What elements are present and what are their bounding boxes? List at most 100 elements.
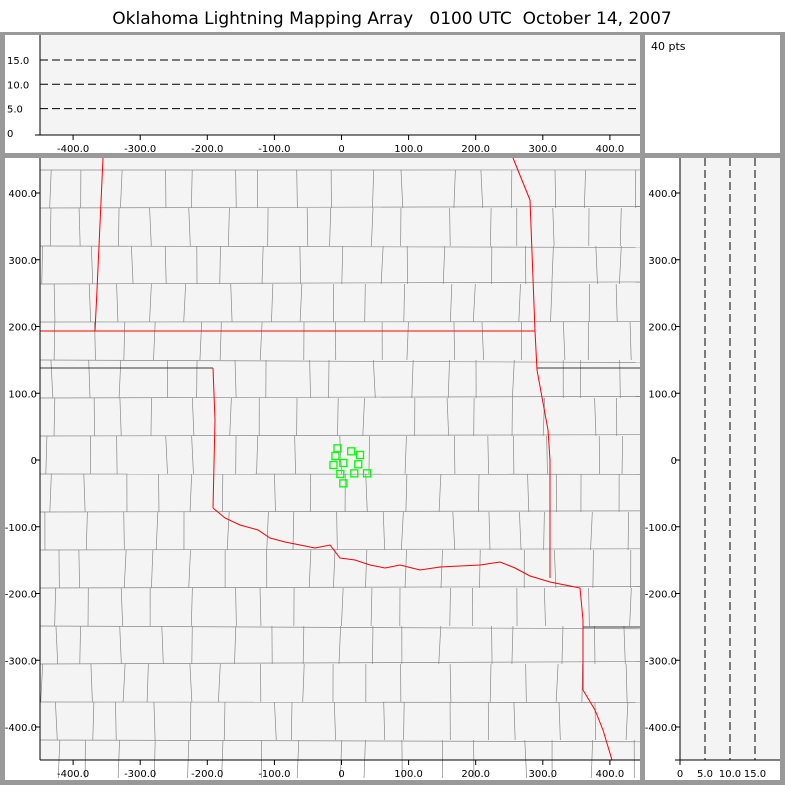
- county-line: [118, 359, 122, 399]
- top-x-tick-label: 200.0: [461, 144, 490, 155]
- county-line: [234, 625, 237, 665]
- county-line: [629, 587, 632, 627]
- county-line: [627, 511, 629, 551]
- county-line: [259, 321, 263, 361]
- county-line: [309, 359, 311, 399]
- county-line: [39, 206, 641, 209]
- county-line: [230, 283, 233, 323]
- county-line: [149, 207, 152, 247]
- county-line: [590, 739, 594, 779]
- county-line: [228, 207, 230, 247]
- right-y-tick-label: 400.0: [648, 189, 677, 200]
- county-line: [581, 663, 583, 703]
- county-line: [365, 473, 368, 513]
- county-line: [119, 397, 122, 437]
- county-line: [524, 739, 527, 779]
- county-line: [403, 701, 405, 741]
- county-line: [78, 549, 80, 589]
- title-bar: [0, 0, 785, 32]
- county-line: [302, 625, 305, 665]
- county-line: [39, 661, 641, 665]
- county-line: [619, 207, 622, 247]
- county-line: [120, 169, 123, 209]
- county-line: [625, 701, 629, 741]
- county-line: [50, 359, 54, 399]
- right-x-tick-label: 5.0: [697, 769, 713, 780]
- lightning-source-point: [347, 447, 356, 456]
- county-line: [191, 435, 194, 475]
- county-line: [189, 473, 193, 513]
- county-line: [558, 701, 561, 741]
- x-tick-label: -200.0: [191, 769, 223, 780]
- county-line: [339, 435, 342, 475]
- county-line: [480, 169, 484, 209]
- lightning-source-point: [350, 469, 359, 478]
- county-line: [449, 207, 451, 247]
- lightning-source-point: [333, 444, 342, 453]
- county-line: [219, 245, 221, 285]
- county-line: [401, 511, 404, 551]
- x-tick-label: 100.0: [394, 769, 423, 780]
- county-line: [442, 245, 446, 285]
- top-x-tick-label: -200.0: [191, 144, 223, 155]
- y-tick-label: 400.0: [8, 189, 37, 200]
- county-line: [151, 549, 154, 589]
- county-line: [512, 359, 515, 399]
- county-line: [542, 397, 545, 437]
- county-line: [49, 207, 52, 247]
- county-line: [39, 739, 641, 743]
- county-line: [380, 245, 384, 285]
- lightning-source-point: [355, 450, 365, 460]
- county-line: [45, 435, 48, 475]
- county-line: [447, 359, 450, 399]
- county-line: [328, 359, 330, 399]
- county-line: [221, 739, 224, 779]
- lightning-source-point: [362, 469, 372, 478]
- y-tick-label: -400.0: [5, 723, 37, 734]
- county-line: [519, 511, 522, 551]
- top-x-tick-label: -400.0: [57, 144, 89, 155]
- y-tick-label: 300.0: [8, 256, 37, 267]
- county-line: [561, 625, 564, 665]
- county-line: [191, 169, 193, 209]
- county-line: [259, 587, 262, 627]
- county-line: [590, 511, 593, 551]
- county-line: [296, 739, 300, 779]
- county-line: [479, 549, 481, 589]
- county-line: [365, 549, 368, 589]
- county-line: [122, 663, 126, 703]
- county-line: [625, 663, 628, 703]
- county-line: [116, 283, 119, 323]
- county-line: [453, 321, 455, 361]
- county-line: [39, 245, 641, 248]
- right-y-tick-label: 100.0: [648, 389, 677, 400]
- county-line: [338, 625, 341, 665]
- county-line: [450, 283, 453, 323]
- top-x-tick-label: 400.0: [596, 144, 625, 155]
- lightning-source-point: [339, 479, 348, 488]
- county-line: [594, 625, 596, 665]
- county-line: [489, 663, 492, 703]
- county-line: [235, 587, 237, 627]
- county-line: [49, 473, 52, 513]
- x-tick-label: 200.0: [461, 769, 490, 780]
- county-line: [223, 701, 226, 741]
- county-line: [440, 549, 443, 589]
- county-line: [405, 473, 408, 513]
- county-line: [449, 663, 452, 703]
- right-x-tick-label: 15.0: [744, 769, 766, 780]
- county-line: [362, 397, 365, 437]
- county-line: [518, 283, 521, 323]
- right-y-tick-label: -400.0: [645, 723, 677, 734]
- y-tick-label: -200.0: [5, 590, 37, 601]
- county-line: [368, 435, 370, 475]
- county-line: [88, 359, 91, 399]
- county-line: [234, 359, 237, 399]
- x-tick-label: 0: [338, 769, 344, 780]
- county-line: [403, 283, 405, 323]
- county-line: [525, 663, 527, 703]
- county-line: [404, 549, 407, 589]
- county-line: [119, 625, 122, 665]
- county-line: [294, 435, 296, 475]
- county-line: [271, 283, 274, 323]
